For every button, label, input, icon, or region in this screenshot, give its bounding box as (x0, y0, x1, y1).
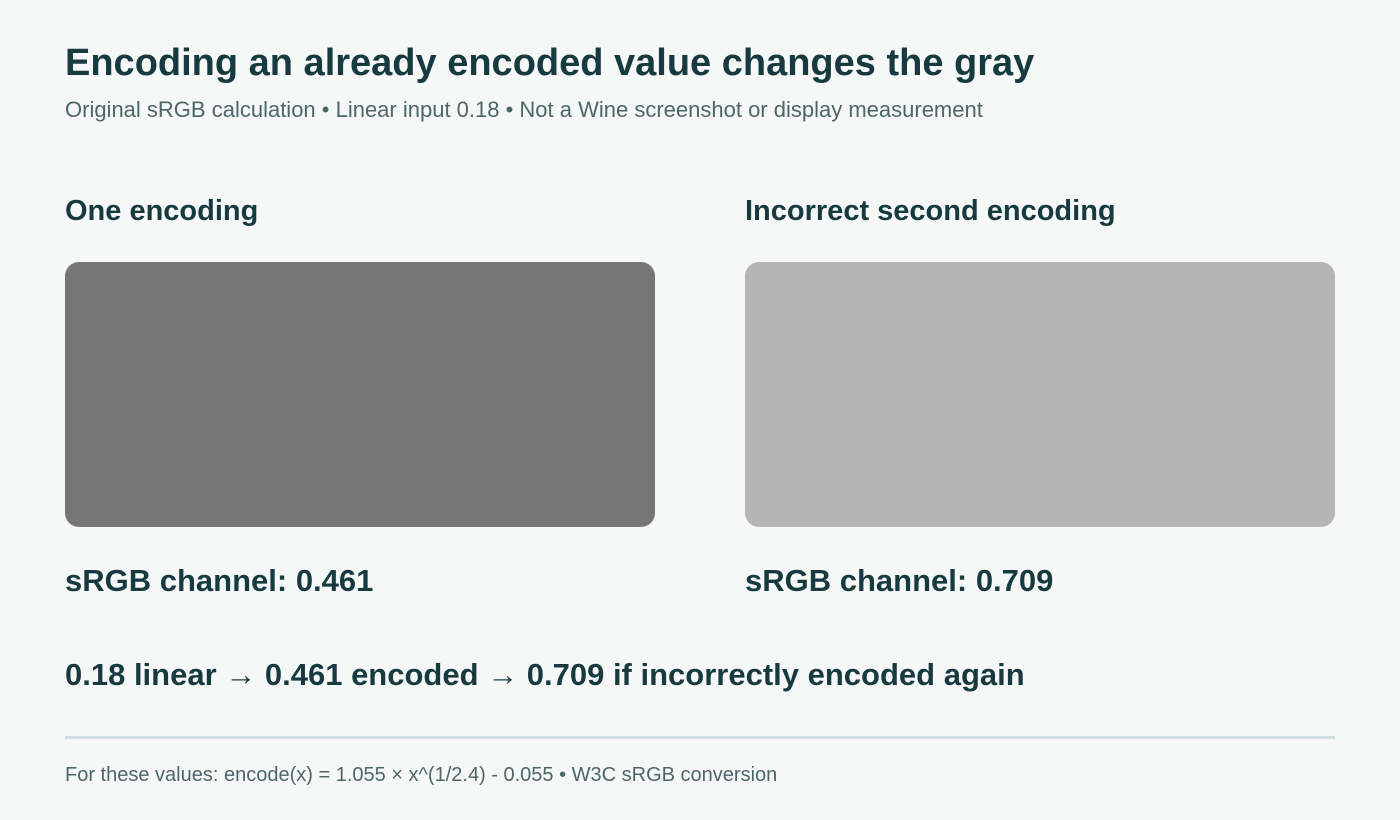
title: Encoding an already encoded value change… (65, 42, 1035, 84)
panel-label: sRGB channel: 0.709 (745, 563, 1054, 598)
swatch (65, 262, 655, 527)
footnote: For these values: encode(x) = 1.055 × x^… (65, 764, 778, 786)
panel-heading: Incorrect second encoding (745, 195, 1116, 227)
panel-label: sRGB channel: 0.461 (65, 563, 374, 598)
divider (65, 736, 1335, 739)
panel-heading: One encoding (65, 195, 259, 227)
summary: 0.18 linear → 0.461 encoded → 0.709 if i… (65, 657, 1025, 692)
subtitle: Original sRGB calculation • Linear input… (65, 97, 983, 122)
swatch (745, 262, 1335, 527)
